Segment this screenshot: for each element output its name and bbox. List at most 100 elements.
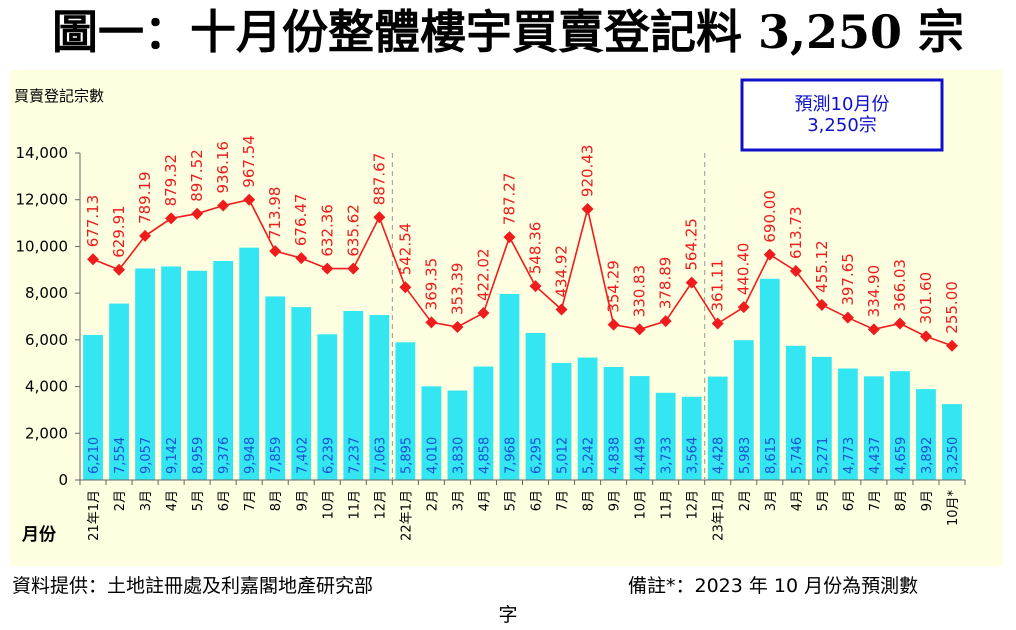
bar-value-label: 7,859 [269,437,284,474]
line-point-marker [529,280,542,293]
bar-value-label: 9,142 [165,437,180,474]
bar-value-label: 4,449 [634,437,649,474]
line-value-label: 967.54 [240,135,258,187]
line-value-label: 334.90 [865,265,883,318]
line-value-label: 301.60 [917,272,935,325]
x-tick-label: 4月 [165,490,180,511]
bar [525,332,546,480]
bar-value-label: 4,010 [425,437,440,474]
bar-value-label: 9,376 [217,437,232,474]
line-value-label: 629.91 [110,205,128,258]
source-note: 資料提供：土地註冊處及利嘉閣地產研究部 [12,575,374,597]
x-tick-label: 2月 [738,490,753,511]
x-tick-label: 7月 [556,490,571,511]
bar-value-label: 3,892 [920,437,935,474]
bar-value-label: 4,437 [868,437,883,474]
bar-value-label: 6,239 [321,437,336,474]
line-value-label: 455.12 [813,240,831,293]
line-value-label: 564.25 [683,218,701,271]
line-point-marker [347,262,360,275]
line-point-marker [321,262,334,275]
y-tick-label: 0 [58,471,68,489]
bar-value-label: 5,895 [399,437,414,474]
x-tick-label: 5月 [503,490,518,511]
bar-value-label: 3,564 [686,437,701,474]
bar-value-label: 4,858 [477,437,492,474]
bar-value-label: 8,615 [764,437,779,474]
chart-title: 圖一：十月份整體樓宇買賣登記料 3,250 宗 [51,5,965,59]
bar-value-label: 7,063 [373,437,388,474]
remark-note-wrap: 字 [498,604,518,626]
line-point-marker [503,231,516,244]
line-point-marker [737,301,750,314]
x-tick-label: 3月 [764,490,779,511]
bar [916,389,936,480]
bar [213,261,234,480]
line-value-label: 713.98 [266,187,284,240]
line-point-marker [555,303,568,316]
bar [239,247,260,480]
x-tick-label: 4月 [477,490,492,511]
bar-value-label: 5,271 [816,437,831,474]
line-point-marker [217,199,230,212]
line-point-marker [685,276,698,289]
x-tick-label: 8月 [269,490,284,511]
bar-value-label: 8,959 [191,437,206,474]
line-point-marker [763,248,776,261]
line-value-label: 353.39 [448,263,466,316]
bar-value-label: 6,210 [87,437,102,474]
bar-value-label: 9,948 [243,437,258,474]
bar [603,366,624,480]
x-tick-label: 21年1月 [87,490,102,541]
line-point-marker [451,321,464,334]
bar-value-label: 5,242 [582,437,597,474]
bar [759,278,780,480]
bar-value-label: 5,746 [790,437,805,474]
bar [890,371,910,480]
line-point-marker [607,318,620,331]
x-tick-label: 11月 [660,490,675,520]
x-tick-label: 10月* [946,490,961,527]
bar [707,376,728,480]
bar-value-label: 4,773 [842,437,857,474]
x-tick-label: 10月 [634,490,649,520]
line-point-marker [659,315,672,328]
remark-note: 備註*：2023 年 10 月份為預測數 [628,575,919,597]
x-tick-label: 10月 [321,490,336,520]
line-value-label: 434.92 [553,245,571,298]
bar-value-label: 3,250 [946,437,961,474]
bar [187,270,208,480]
y-axis-label: 買賣登記宗數 [14,87,104,105]
bar [291,307,312,480]
line-point-marker [243,193,256,206]
line-value-label: 361.11 [709,259,727,312]
y-tick-label: 6,000 [25,331,68,349]
line-value-label: 632.36 [318,204,336,257]
line-value-label: 676.47 [292,194,310,247]
line-point-marker [191,207,204,220]
bar [317,334,338,480]
bar-value-label: 4,659 [894,437,909,474]
x-tick-label: 9月 [920,490,935,511]
bar [395,342,416,480]
bar [785,345,806,480]
line-value-label: 635.62 [344,204,362,257]
x-tick-label: 2月 [425,490,440,511]
bar [837,368,858,480]
line-value-label: 789.19 [136,171,154,224]
x-tick-label: 9月 [295,490,310,511]
line-value-label: 422.02 [474,248,492,301]
line-point-marker [893,317,906,330]
line-point-marker [373,211,386,224]
bars-layer: 6,210 7,554 9,057 9,142 8,959 9,376 9,948 7,859… [83,247,962,480]
line-value-label: 879.32 [162,154,180,207]
bar [811,356,832,480]
line-point-marker [399,281,412,294]
bar-value-label: 7,402 [295,437,310,474]
x-tick-label: 3月 [139,490,154,511]
bar-value-label: 7,237 [347,437,362,474]
line-value-label: 354.29 [605,260,623,313]
bar [135,268,155,480]
bar [655,392,676,480]
